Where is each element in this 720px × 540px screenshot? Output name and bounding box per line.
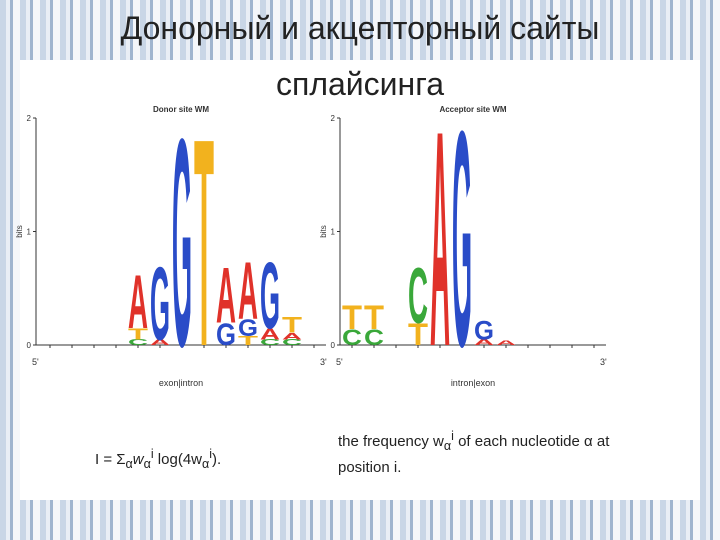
logo-letter-group: G [238, 315, 258, 341]
formula-part: α [125, 457, 133, 471]
logo-letter: C [408, 251, 428, 339]
logo-letter-group: T [194, 77, 214, 408]
x-start: 5' [32, 357, 39, 367]
logo-letter: C [282, 338, 302, 347]
note: the frequency wαi of each nucleotide α a… [338, 426, 658, 478]
logo-letter-group: T [128, 325, 148, 343]
x-axis-label: intron|exon [451, 378, 495, 388]
logo-letter: G [150, 246, 170, 362]
logo-letter-group: C [408, 251, 428, 339]
y-tick-label: 1 [27, 228, 32, 237]
formula: I = Σαwαi log(4wαi). [95, 444, 221, 475]
logo-letter-group: T [408, 317, 428, 352]
y-axis-label: bits [15, 225, 24, 237]
logo-letter-group: A [216, 251, 236, 339]
y-tick-label: 0 [27, 341, 32, 350]
note-part: of each nucleotide α at position i. [338, 433, 610, 476]
formula-part: i [209, 447, 213, 461]
logo-letter: A [128, 260, 148, 344]
logo-letter-group: C [342, 325, 362, 350]
logo-letter: G [238, 315, 258, 341]
logo-letter-group: A [282, 331, 302, 342]
y-tick-label: 0 [331, 341, 336, 350]
logo-letter: G [260, 242, 280, 348]
formula-part: i [150, 447, 154, 461]
logo-letter: T [364, 298, 384, 337]
logo-letter-group: A [150, 338, 170, 347]
logo-letter-group: C [364, 325, 384, 350]
note-part: α [443, 439, 452, 453]
x-axis-label: exon|intron [159, 378, 203, 388]
formula-part: α [202, 457, 210, 471]
logo-letter-group: G [172, 77, 192, 408]
logo-letter: C [128, 338, 148, 347]
logo-letter-group: T [282, 313, 302, 338]
logo-letter-group: C [260, 338, 280, 347]
logo-letter: G [216, 317, 236, 352]
logo-letter: T [408, 317, 428, 352]
x-end: 3' [320, 357, 327, 367]
logo-letter-group: A [474, 338, 494, 347]
logo-letter-group: T [342, 298, 362, 337]
logo-letter: A [216, 251, 236, 339]
logo-letter: T [238, 334, 258, 348]
logo-letter: T [128, 325, 148, 343]
logo-letter: G [172, 77, 192, 408]
logo-letter-group: A [496, 339, 516, 346]
logo-letter: A [282, 331, 302, 342]
logo-letter: A [496, 339, 516, 346]
content-panel [20, 60, 700, 500]
logo-letter: T [342, 298, 362, 337]
logo-title: Donor site WM [153, 105, 209, 114]
logo-letter-group: C [282, 338, 302, 347]
logo-letter-group: G [260, 242, 280, 348]
formula-part: log(4w [153, 451, 202, 468]
logo-letter: C [342, 325, 362, 350]
formula-part: I = Σ [95, 451, 126, 468]
logo-letter: T [282, 313, 302, 338]
note-part: the frequency w [338, 433, 444, 450]
formula-part: ). [212, 451, 222, 468]
logo-letter-group: A [128, 260, 148, 344]
logo-letter-group: A [260, 325, 280, 343]
logo-letter-group: G [150, 246, 170, 362]
y-tick-label: 2 [27, 114, 32, 123]
logo-letter: C [260, 338, 280, 347]
logo-letter: A [238, 245, 258, 336]
logo-letter: A [260, 325, 280, 343]
logo-letter: A [474, 338, 494, 347]
logo-letter: A [430, 68, 450, 411]
formula-part: α [143, 457, 151, 471]
formula-part: w [132, 451, 144, 468]
logo-title: Acceptor site WM [439, 105, 506, 114]
x-start: 5' [336, 357, 343, 367]
logo-letter-group: T [364, 298, 384, 337]
logo-letter: G [474, 315, 494, 345]
y-axis-label: bits [319, 225, 328, 237]
logo-letter-group: T [238, 334, 258, 348]
logo-letter: A [150, 338, 170, 347]
logo-letter: G [452, 68, 472, 411]
logo-letter-group: G [474, 315, 494, 345]
y-tick-label: 1 [331, 228, 336, 237]
logo-letter-group: A [430, 68, 450, 411]
logo-letter: T [194, 77, 214, 408]
logo-letter-group: G [452, 68, 472, 411]
slide-title: Донорный и акцепторный сайты сплайсинга [120, 10, 600, 102]
logo-letter-group: A [238, 245, 258, 336]
logo-letter-group: G [216, 317, 236, 352]
logo-letter-group: C [128, 338, 148, 347]
y-tick-label: 2 [331, 114, 336, 123]
note-part: i [451, 429, 454, 443]
x-end: 3' [600, 357, 607, 367]
logo-letter: C [364, 325, 384, 350]
